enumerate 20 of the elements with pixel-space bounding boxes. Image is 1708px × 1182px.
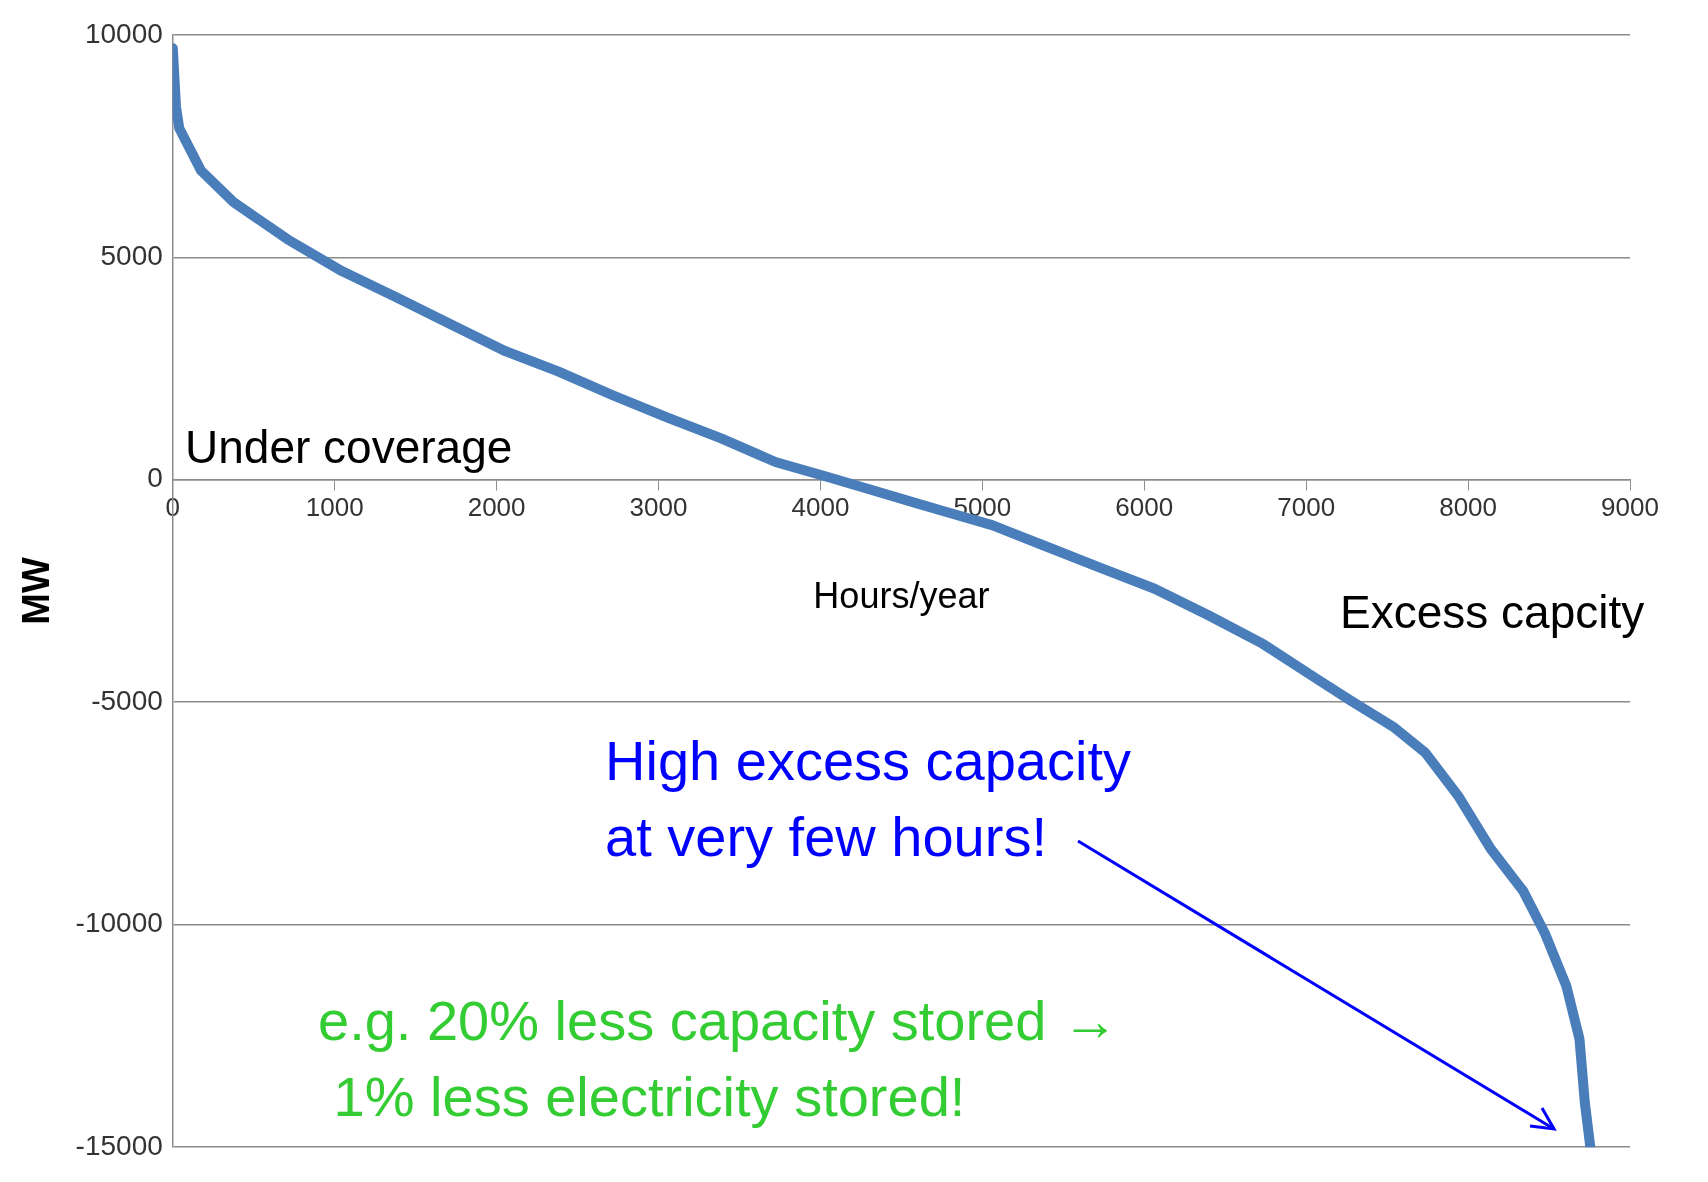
x-tick-label: 4000 [791, 491, 850, 522]
annotation: e.g. 20% less capacity stored → 1% less electricity stored! [318, 989, 1118, 1128]
x-tick-label: 9000 [1601, 491, 1659, 522]
y-tick-label: 5000 [100, 240, 163, 271]
x-tick-label: 1000 [305, 491, 364, 522]
x-tick-label: 3000 [629, 491, 688, 522]
annotation: High excess capacity at very few hours! [605, 729, 1132, 868]
x-axis-title: Hours/year [813, 575, 990, 617]
x-tick-label: 2000 [467, 491, 526, 522]
y-tick-label: 10000 [84, 17, 163, 49]
x-tick-label: 6000 [1115, 491, 1174, 522]
x-tick-label: 8000 [1439, 491, 1498, 522]
y-tick-label: 0 [147, 462, 163, 494]
y-axis-title: MW [15, 557, 58, 625]
annotation: Excess capcity [1340, 586, 1645, 638]
x-tick-label: 7000 [1277, 491, 1336, 522]
annotation: Under coverage [185, 421, 513, 473]
y-tick-label: -10000 [75, 907, 163, 939]
y-tick-label: -5000 [91, 684, 163, 716]
y-tick-label: -15000 [75, 1129, 163, 1161]
